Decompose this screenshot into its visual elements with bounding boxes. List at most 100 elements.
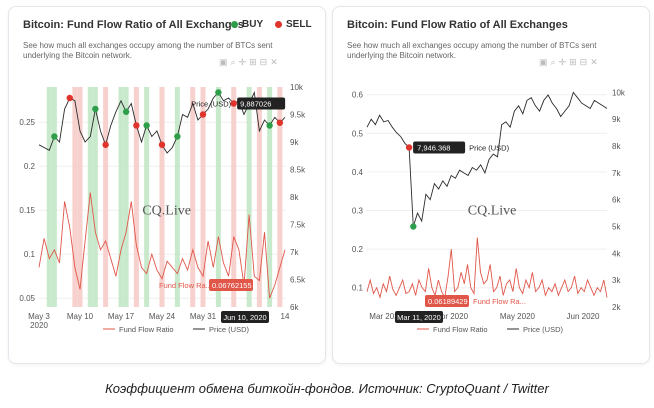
ratio-tooltip-value: 0.06189429	[428, 297, 468, 306]
buy-band	[246, 87, 252, 307]
buy-signal-marker	[51, 133, 58, 140]
price-tooltip-box	[413, 141, 466, 154]
x-tick-label: May 31	[190, 312, 217, 321]
fund-flow-ratio-line	[366, 237, 608, 300]
y-right-tick-label: 2k	[612, 303, 621, 312]
watermark: CQ.Live	[142, 204, 191, 219]
sell-signal-marker	[276, 119, 284, 126]
pan-icon[interactable]: ✛	[238, 57, 250, 67]
y-right-tick-label: 3k	[612, 276, 621, 285]
zoom-icon[interactable]: ⌕	[230, 57, 239, 67]
chart-subtitle: See how much all exchanges occupy among …	[23, 41, 273, 60]
y-right-tick-label: 8k	[290, 193, 299, 202]
chart-title: Bitcoin: Fund Flow Ratio of All Exchange…	[23, 19, 244, 31]
sell-signal-marker	[199, 111, 207, 118]
y-right-tick-label: 6k	[290, 303, 299, 312]
buy-band	[267, 87, 273, 307]
ratio-tooltip-box	[209, 279, 253, 291]
y-right-tick-label: 7k	[612, 169, 621, 178]
buy-signal-marker	[92, 105, 99, 113]
y-right-tick-label: 9k	[612, 115, 621, 124]
chart-card-left: Bitcoin: Fund Flow Ratio of All Exchange…	[8, 6, 326, 364]
reset-icon[interactable]: ✕	[270, 57, 281, 67]
sell-signal-marker	[102, 141, 109, 148]
reset-icon[interactable]: ✕	[590, 57, 601, 67]
zoom-icon[interactable]: ⌕	[550, 57, 559, 67]
zoom-in-icon[interactable]: ⊞	[569, 57, 580, 67]
price-tooltip-label: Price (USD)	[469, 143, 510, 152]
camera-icon[interactable]: ▣	[219, 57, 231, 67]
buy-dot-icon	[231, 20, 238, 28]
sell-signal-marker	[66, 94, 73, 102]
figure-caption: Коэффициент обмена биткойн-фондов. Источ…	[105, 381, 549, 396]
ratio-tooltip-value: 0.06762155	[212, 281, 252, 290]
sell-signal-marker	[405, 144, 413, 151]
legend-price-label: Price (USD)	[523, 325, 564, 334]
y-left-tick-label: 0.1	[24, 250, 36, 259]
chart-toolbar[interactable]: ▣⌕✛⊞⊟✕	[539, 57, 601, 68]
zoom-out-icon[interactable]: ⊟	[579, 57, 591, 67]
chart-toolbar[interactable]: ▣⌕✛⊞⊟✕	[219, 57, 281, 68]
buy-band	[144, 87, 150, 307]
sell-signal-marker	[230, 100, 237, 107]
x-tick-label: May 10	[67, 312, 94, 321]
x-tick-label: May 2020	[500, 312, 536, 321]
buy-band	[92, 87, 98, 307]
sell-band	[231, 87, 237, 307]
y-left-tick-label: 0.15	[19, 206, 35, 215]
zoom-in-icon[interactable]: ⊞	[249, 57, 260, 67]
x-tick-label: Apr 2020	[436, 312, 469, 321]
price-tooltip-value: 7,946.368	[417, 143, 450, 152]
y-right-tick-label: 9k	[290, 138, 299, 147]
y-right-tick-label: 7.5k	[290, 221, 306, 230]
price-tooltip-value: 9,887026	[240, 100, 271, 109]
buy-band	[118, 87, 124, 307]
pan-icon[interactable]: ✛	[558, 57, 570, 67]
y-left-tick-label: 0.6	[352, 91, 364, 100]
sell-band	[256, 87, 262, 307]
y-right-tick-label: 10k	[290, 83, 304, 92]
sell-band	[72, 87, 78, 307]
chart-title: Bitcoin: Fund Flow Ratio of All Exchange…	[347, 19, 568, 31]
camera-icon[interactable]: ▣	[539, 57, 551, 67]
y-right-tick-label: 5k	[612, 223, 621, 232]
buy-band	[123, 87, 129, 307]
y-left-tick-label: 0.1	[352, 284, 364, 293]
sell-band	[200, 87, 206, 307]
watermark: CQ.Live	[468, 204, 517, 219]
y-right-tick-label: 6k	[612, 196, 621, 205]
chart-plot-right[interactable]: 0.6 0.5 0.4 0.3 0.2 0.1 10k 9k 8k 7k 6k 5k 4k 3k 2k CQ.…	[333, 7, 649, 363]
chart-plot-left[interactable]: 0.25 0.2 0.15 0.1 0.05 10k 9.5k 9k 8.5k 8k 7.5k 7k 6…	[9, 7, 325, 363]
price-tooltip-box	[237, 97, 286, 110]
zoom-out-icon[interactable]: ⊟	[259, 57, 271, 67]
x-tick-year-label: 2020	[30, 321, 48, 330]
y-left-tick-label: 0.2	[24, 162, 36, 171]
ratio-tooltip-label: Fund Flow Ra...	[473, 297, 526, 306]
buy-signal-marker	[410, 223, 417, 230]
legend-sell[interactable]: SELL	[275, 19, 312, 30]
price-tooltip-label: Price (USD)	[191, 100, 232, 109]
sell-band	[159, 87, 165, 307]
y-left-tick-label: 0.2	[352, 245, 364, 254]
x-tick-label: May 24	[149, 312, 176, 321]
y-right-tick-label: 6.5k	[290, 276, 306, 285]
x-tick-label: May 3	[28, 312, 50, 321]
buy-signal-marker	[143, 122, 150, 129]
sell-signal-marker	[158, 141, 166, 148]
y-right-tick-label: 10k	[612, 88, 626, 97]
buy-signal-marker	[122, 108, 130, 115]
y-left-tick-label: 0.3	[352, 207, 364, 216]
date-tooltip-box	[395, 311, 443, 323]
legend-buy[interactable]: BUY	[231, 19, 263, 30]
date-tooltip-value: Jun 10, 2020	[223, 313, 266, 322]
sell-band	[103, 87, 109, 307]
legend-ratio-label: Fund Flow Ratio	[433, 325, 488, 334]
x-tick-label: May 17	[108, 312, 135, 321]
buy-band	[215, 87, 221, 307]
buy-signal-marker	[174, 133, 181, 140]
ratio-tooltip-label: Fund Flow Ra...	[159, 281, 212, 290]
x-tick-label: Mar 2020	[369, 312, 403, 321]
buy-band	[46, 87, 52, 307]
sell-band	[277, 87, 283, 307]
ratio-tooltip-box	[425, 295, 469, 307]
